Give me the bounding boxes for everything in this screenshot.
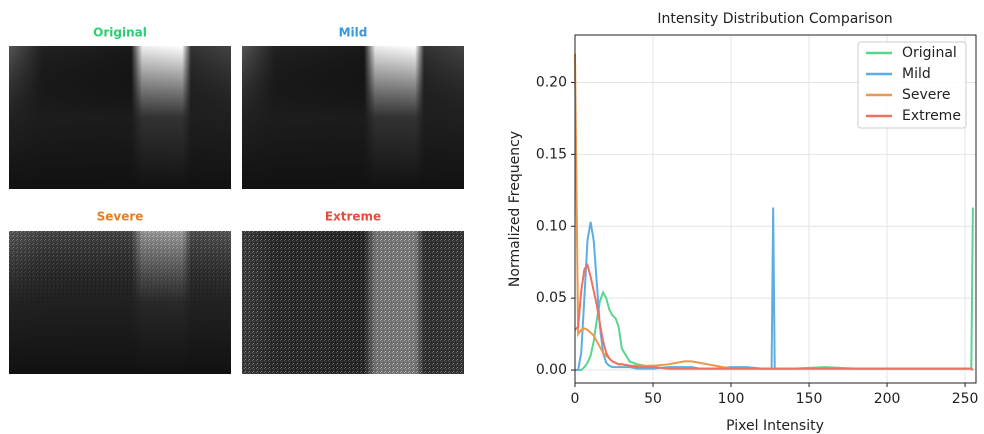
plot-frame <box>574 34 977 384</box>
x-tick-label: 200 <box>874 391 901 407</box>
y-axis-label: Normalized Frequency <box>507 131 523 287</box>
y-tick-label: 0.00 <box>536 362 567 378</box>
image-panel <box>9 231 231 374</box>
legend-label: Extreme <box>902 108 961 124</box>
y-tick-label: 0.10 <box>536 218 567 234</box>
x-tick-label: 50 <box>644 391 662 407</box>
image-panel <box>242 231 464 374</box>
series-line <box>575 207 974 372</box>
chart-title: Intensity Distribution Comparison <box>657 11 892 27</box>
legend-label: Mild <box>902 66 931 82</box>
x-tick-label: 100 <box>718 391 745 407</box>
panel-title: Severe <box>97 210 144 224</box>
x-tick-label: 250 <box>952 391 979 407</box>
panel-title: Extreme <box>325 210 381 224</box>
legend-box <box>857 41 967 129</box>
x-tick-label: 150 <box>796 391 823 407</box>
legend-label: Original <box>902 45 957 61</box>
legend-label: Severe <box>902 87 950 103</box>
panel-title: Original <box>93 26 147 40</box>
y-tick-label: 0.15 <box>536 146 567 162</box>
panel-title: Mild <box>339 26 368 40</box>
x-axis-label: Pixel Intensity <box>726 418 824 434</box>
y-tick-label: 0.20 <box>536 74 567 90</box>
y-tick-label: 0.05 <box>536 290 567 306</box>
series-line <box>574 262 974 371</box>
x-tick-label: 0 <box>571 391 580 407</box>
image-panel <box>242 46 464 189</box>
image-panel <box>9 46 231 189</box>
